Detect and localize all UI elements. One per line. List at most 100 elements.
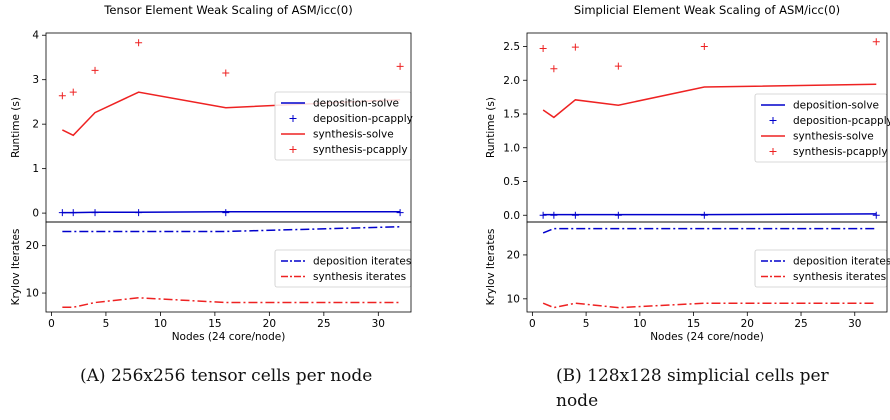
data-point [91, 66, 99, 74]
y-axis-label: Krylov Iterates [485, 229, 497, 306]
series-group [539, 38, 880, 219]
legend-marker [769, 148, 777, 155]
x-tick-label: 10 [154, 318, 167, 330]
figure: Tensor Element Weak Scaling of ASM/icc(0… [10, 3, 890, 343]
data-point [135, 39, 143, 47]
legend-label: deposition iterates [793, 256, 890, 268]
legend-label: deposition-solve [313, 98, 399, 110]
data-point [539, 211, 547, 219]
y-tick-label: 2.0 [503, 75, 520, 87]
x-tick-label: 30 [848, 318, 861, 330]
data-point [700, 43, 708, 50]
series-group [58, 39, 404, 217]
data-point [614, 62, 622, 70]
y-axis-label: Runtime (s) [10, 97, 22, 158]
y-tick-label: 4 [32, 30, 39, 42]
legend-label: synthesis-pcapply [313, 144, 408, 156]
y-tick-label: 2.5 [503, 41, 520, 53]
legend-label: synthesis iterates [793, 271, 886, 283]
series-group [542, 227, 877, 309]
legend-label: deposition-pcapply [313, 113, 413, 125]
chart-panel-0: Tensor Element Weak Scaling of ASM/icc(0… [10, 3, 413, 343]
x-tick-label: 5 [583, 318, 590, 330]
y-tick-label: 0.5 [503, 176, 520, 188]
series-line [542, 83, 877, 119]
legend-marker [769, 117, 777, 124]
series-line [62, 211, 401, 214]
chart-title: Simplicial Element Weak Scaling of ASM/i… [574, 3, 840, 17]
y-axis-label: Krylov Iterates [10, 229, 22, 306]
caption-b: (B) 128x128 simplicial cells per node [556, 364, 856, 414]
x-tick-label: 25 [317, 318, 330, 330]
series-line [542, 302, 877, 309]
data-point [396, 62, 404, 70]
data-point [222, 69, 230, 77]
data-point [571, 211, 579, 219]
data-point [700, 211, 708, 219]
y-tick-label: 10 [26, 288, 39, 300]
data-point [91, 209, 99, 217]
data-point [550, 65, 558, 73]
y-tick-label: 1 [32, 163, 39, 175]
data-point [872, 38, 880, 46]
legend-label: synthesis-solve [313, 129, 394, 141]
chart-title: Tensor Element Weak Scaling of ASM/icc(0… [103, 3, 352, 17]
x-tick-label: 15 [687, 318, 700, 330]
x-axis-label: Nodes (24 core/node) [650, 331, 764, 343]
series-line [62, 91, 401, 137]
caption-a-label: (A) [80, 366, 106, 386]
axes-frame-bottom [45, 221, 412, 313]
data-point [550, 211, 558, 219]
data-point [872, 211, 880, 219]
data-point [571, 43, 579, 51]
legend-label: deposition-solve [793, 100, 879, 112]
legend: deposition iterates synthesis iterates [754, 249, 890, 288]
legend-label: deposition-pcapply [793, 115, 890, 127]
y-tick-label: 0.0 [503, 210, 520, 222]
y-tick-label: 10 [507, 293, 520, 305]
x-tick-label: 30 [372, 318, 385, 330]
x-tick-label: 0 [529, 318, 536, 330]
chart-panel-1: Simplicial Element Weak Scaling of ASM/i… [485, 3, 890, 343]
legend: deposition-solve deposition-pcapply synthe… [754, 93, 890, 163]
x-tick-label: 20 [741, 318, 754, 330]
y-tick-label: 20 [507, 249, 520, 261]
data-point [69, 209, 77, 217]
caption-b-label: (B) [556, 366, 582, 386]
data-point [614, 211, 622, 219]
legend-marker [289, 115, 297, 122]
data-point [222, 209, 230, 217]
y-tick-label: 0 [32, 208, 39, 220]
legend-label: synthesis-solve [793, 131, 874, 143]
data-point [135, 209, 143, 217]
y-tick-label: 2 [32, 119, 39, 131]
legend: deposition iterates synthesis iterates [274, 249, 412, 288]
x-tick-label: 15 [208, 318, 221, 330]
y-tick-label: 20 [26, 240, 39, 252]
y-axis-label: Runtime (s) [485, 97, 497, 158]
caption-a-text: 256x256 tensor cells per node [110, 366, 373, 386]
x-tick-label: 10 [633, 318, 646, 330]
y-tick-label: 1.5 [503, 109, 520, 121]
x-tick-label: 25 [794, 318, 807, 330]
caption-a: (A) 256x256 tensor cells per node [80, 364, 380, 389]
data-point [539, 45, 547, 53]
caption-b-text: 128x128 simplicial cells per node [556, 366, 829, 411]
data-point [69, 88, 77, 96]
legend: deposition-solve deposition-pcapply synthe… [274, 91, 413, 161]
x-tick-label: 20 [263, 318, 276, 330]
y-tick-label: 1.0 [503, 142, 520, 154]
legend-marker [289, 146, 297, 153]
legend-label: deposition iterates [313, 256, 411, 268]
legend-label: synthesis iterates [313, 271, 406, 283]
data-point [396, 209, 404, 217]
series-group [62, 225, 401, 309]
data-point [58, 209, 66, 217]
data-point [58, 92, 66, 100]
axes-frame-bottom [526, 221, 888, 313]
series-line [542, 227, 877, 234]
x-tick-label: 5 [103, 318, 110, 330]
x-axis-label: Nodes (24 core/node) [172, 331, 286, 343]
y-tick-label: 3 [32, 74, 39, 86]
x-tick-label: 0 [48, 318, 55, 330]
